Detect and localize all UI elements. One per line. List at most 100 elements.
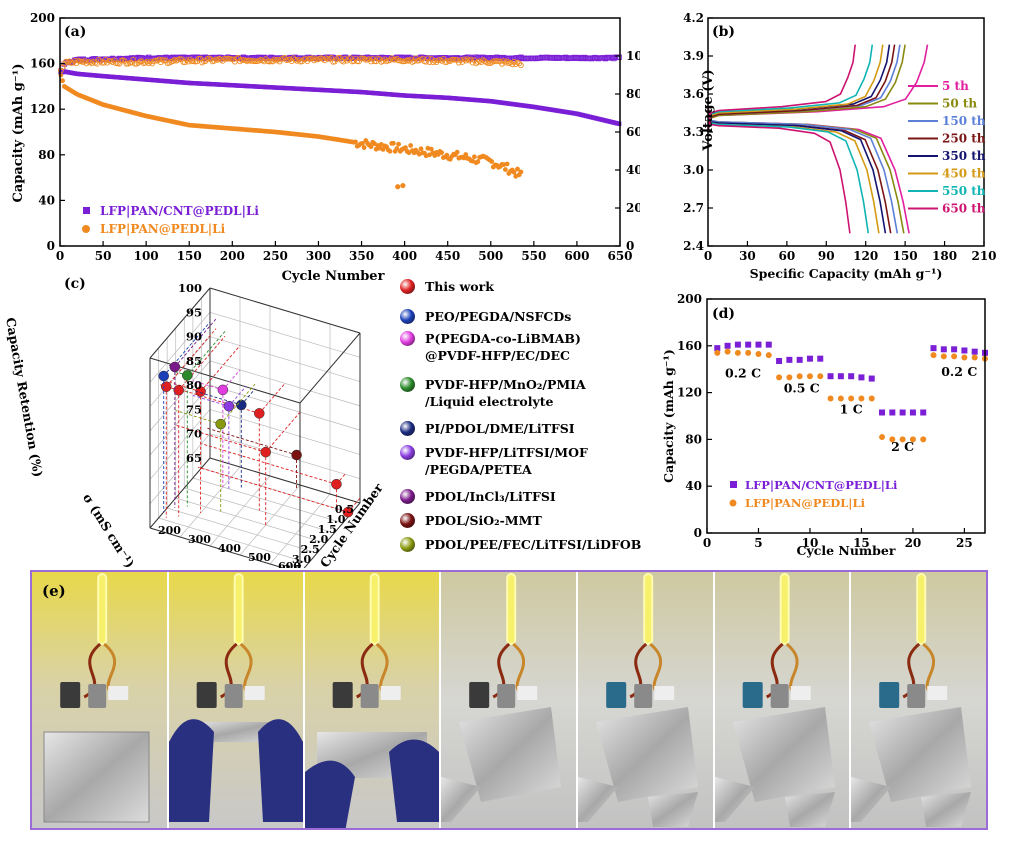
legend-dot <box>400 513 415 528</box>
data-point <box>132 55 138 61</box>
data-point <box>354 58 361 65</box>
data-point <box>342 506 354 518</box>
grid-line <box>149 336 211 407</box>
data-point <box>183 57 190 63</box>
z-tick-label: 80 <box>186 378 202 392</box>
x-tick-label: 15 <box>853 536 870 550</box>
data-point <box>547 55 553 61</box>
panel-d-xlabel: Cycle Number <box>797 543 896 558</box>
data-point <box>889 409 896 416</box>
data-point <box>604 54 610 61</box>
data-point <box>132 60 138 67</box>
data-point <box>454 149 460 155</box>
tab <box>927 686 948 700</box>
data-point <box>145 60 152 67</box>
photo-frame <box>578 572 713 828</box>
drop-line <box>347 497 361 513</box>
panel-a-label: (a) <box>64 24 86 40</box>
data-point <box>443 59 450 65</box>
discharge-curve <box>707 106 899 234</box>
y-tick-label: 2.7 <box>683 201 704 215</box>
data-point <box>940 346 947 353</box>
drop-line <box>200 345 241 392</box>
drop-line <box>228 385 247 407</box>
data-point <box>734 349 741 356</box>
data-point <box>462 57 469 64</box>
data-point <box>394 146 400 151</box>
discharge-curve <box>707 106 851 234</box>
led-lamp <box>916 573 927 645</box>
data-point <box>109 59 116 65</box>
data-point <box>195 386 206 397</box>
rate-label: 0.5 C <box>784 381 820 396</box>
tab <box>517 686 538 700</box>
y-tick-label: 200 <box>158 524 181 537</box>
y-tick-label: 0 <box>694 526 702 540</box>
data-point <box>561 55 567 61</box>
drop-line <box>201 443 337 485</box>
data-point <box>290 55 297 61</box>
x-tick-label: 2.5 <box>301 543 320 556</box>
legend-item: P(PEGDA-co-LiBMAB) @PVDF-HFP/EC/DEC <box>400 330 581 364</box>
data-point <box>237 58 243 65</box>
data-point <box>173 384 184 396</box>
data-point <box>217 384 229 396</box>
data-point <box>920 436 927 443</box>
series-cap-pan <box>58 72 524 179</box>
cut-piece <box>715 777 755 822</box>
charge-curve <box>707 44 856 133</box>
data-point <box>111 57 118 64</box>
cut-pouch <box>596 707 698 802</box>
panel-c-legend: This work PEO/PEGDA/NSFCDs P(PEGDA-co-LiBM… <box>400 278 670 568</box>
data-point <box>58 67 64 74</box>
data-point <box>116 60 123 67</box>
data-point <box>600 55 607 61</box>
data-point <box>431 57 438 64</box>
data-point <box>580 55 586 61</box>
legend-marker-cnt <box>83 207 90 214</box>
y-tick-label: 400 <box>218 542 241 555</box>
data-point <box>920 409 927 416</box>
legend-item: PDOL/SiO₂-MMT <box>400 512 542 529</box>
data-point <box>359 55 366 62</box>
y-tick-label: 40 <box>38 193 55 207</box>
data-point <box>724 342 731 349</box>
y-tick-label: 200 <box>677 292 702 306</box>
data-point <box>396 141 401 147</box>
data-point <box>463 152 469 157</box>
panel-b-xlabel: Specific Capacity (mAh g⁻¹) <box>750 266 943 281</box>
data-point <box>92 56 98 62</box>
data-point <box>564 55 571 62</box>
data-point <box>776 374 783 381</box>
data-point <box>848 373 855 380</box>
data-point <box>611 55 617 62</box>
drop-line <box>175 410 221 425</box>
clip-gray <box>634 684 653 708</box>
grid-line <box>149 433 211 504</box>
tab <box>244 686 265 700</box>
led-lamp <box>233 573 244 645</box>
led-lamp <box>506 573 517 645</box>
data-point <box>909 409 916 416</box>
x-tick-label: 600 <box>564 249 589 263</box>
data-point <box>475 159 481 165</box>
data-point <box>734 341 741 348</box>
data-point <box>426 59 433 65</box>
cut-piece <box>921 792 971 827</box>
legend-dot <box>400 377 415 392</box>
data-point <box>786 374 793 381</box>
drop-line <box>222 369 241 391</box>
data-point <box>765 352 772 359</box>
x-tick-label: 250 <box>263 249 288 263</box>
data-point <box>518 62 524 69</box>
data-point <box>152 57 159 64</box>
data-point <box>428 146 434 152</box>
data-point <box>161 381 172 392</box>
data-point <box>940 353 947 360</box>
data-point <box>899 436 906 443</box>
charge-curve <box>707 44 874 133</box>
data-point <box>899 409 906 416</box>
data-point <box>827 395 834 402</box>
x-tick-label: 25 <box>956 536 973 550</box>
data-point <box>485 60 492 66</box>
